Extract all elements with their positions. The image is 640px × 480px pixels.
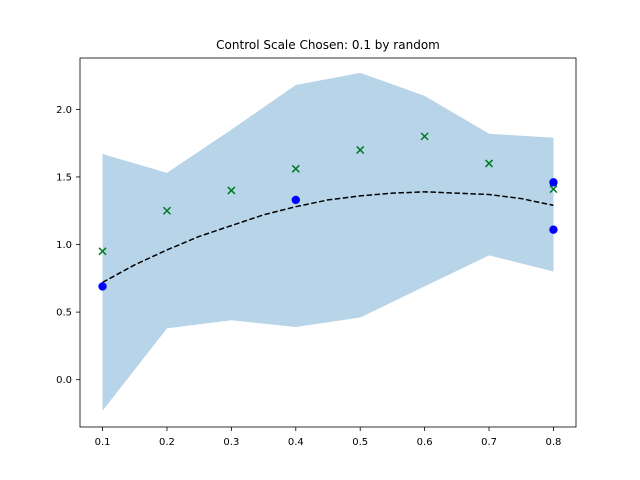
y-tick-label: 1.5 bbox=[56, 172, 72, 183]
y-axis: 0.0 0.5 1.0 1.5 2.0 bbox=[56, 105, 80, 386]
marker-stroke bbox=[162, 206, 171, 215]
marker-stroke bbox=[549, 185, 558, 194]
true-value-marker bbox=[162, 206, 171, 215]
true-value-marker bbox=[420, 132, 429, 141]
y-tick-label: 1.0 bbox=[56, 240, 72, 251]
x-tick-label: 0.6 bbox=[417, 437, 433, 448]
marker-stroke bbox=[356, 145, 365, 154]
observed-point bbox=[98, 282, 107, 291]
y-tick-label: 2.0 bbox=[56, 105, 72, 116]
y-tick-label: 0.0 bbox=[56, 375, 72, 386]
observed-point bbox=[291, 195, 300, 205]
confidence-band bbox=[102, 72, 554, 411]
axes-frame bbox=[79, 57, 577, 428]
marker-stroke bbox=[420, 132, 429, 141]
x-tick-label: 0.3 bbox=[223, 437, 239, 448]
observed-point bbox=[549, 225, 558, 234]
mean-line bbox=[102, 191, 554, 284]
marker-stroke bbox=[485, 159, 494, 168]
observed-point bbox=[549, 178, 558, 187]
true-value-marker bbox=[291, 164, 300, 173]
x-tick-label: 0.1 bbox=[95, 437, 111, 448]
y-tick-label: 0.5 bbox=[56, 308, 72, 319]
plot-area bbox=[98, 72, 558, 411]
marker-stroke bbox=[98, 247, 107, 256]
chart-title: Control Scale Chosen: 0.1 by random bbox=[216, 38, 440, 52]
true-value-marker bbox=[485, 159, 494, 168]
x-tick-label: 0.4 bbox=[288, 437, 304, 448]
x-tick-label: 0.8 bbox=[546, 437, 562, 448]
true-value-marker bbox=[356, 145, 365, 154]
true-value-marker bbox=[549, 185, 558, 194]
true-value-marker bbox=[98, 247, 107, 256]
x-axis: 0.1 0.2 0.3 0.4 0.5 0.6 0.7 0.8 bbox=[95, 427, 562, 448]
true-value-marker bbox=[227, 186, 236, 195]
x-tick-label: 0.5 bbox=[352, 437, 368, 448]
marker-stroke bbox=[227, 186, 236, 195]
x-tick-label: 0.7 bbox=[481, 437, 497, 448]
x-tick-label: 0.2 bbox=[159, 437, 175, 448]
marker-stroke bbox=[291, 164, 300, 173]
